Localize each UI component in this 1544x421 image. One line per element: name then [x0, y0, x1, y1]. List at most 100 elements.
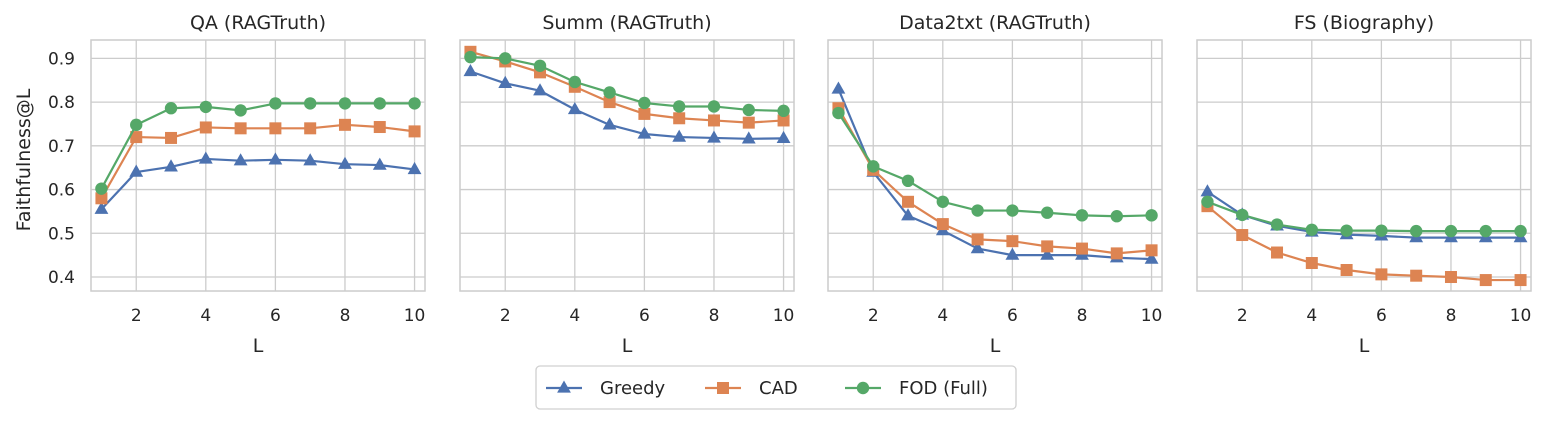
- data-point: [901, 208, 915, 221]
- data-point: [95, 192, 108, 205]
- data-point: [902, 195, 915, 208]
- series-fod-full: [95, 97, 421, 195]
- data-point: [936, 195, 950, 208]
- data-point: [1145, 209, 1158, 222]
- data-point: [1479, 224, 1492, 238]
- data-point: [1145, 244, 1158, 257]
- x-axis-label: L: [1359, 335, 1370, 357]
- series-line: [470, 70, 784, 140]
- data-point: [776, 130, 791, 144]
- x-tick-label: 4: [937, 306, 948, 326]
- series-fod-full: [832, 106, 1158, 223]
- data-point: [1375, 224, 1388, 237]
- data-point: [1075, 242, 1088, 255]
- data-point: [1514, 224, 1527, 238]
- legend-marker: [557, 380, 571, 393]
- data-point: [408, 97, 421, 110]
- data-point: [269, 122, 282, 135]
- panel-title: Summ (RAGTruth): [542, 12, 711, 34]
- data-point: [1410, 269, 1423, 282]
- panel-summ-ragtruth: Summ (RAGTruth) 2 4 6 8 10 L: [459, 12, 795, 357]
- series-line: [470, 55, 784, 112]
- data-point: [268, 152, 283, 165]
- data-point: [741, 131, 756, 144]
- panel-data2txt-ragtruth: Data2txt (RAGTruth) 2 4 6 8 10 L: [827, 12, 1163, 357]
- data-point: [1305, 257, 1318, 270]
- legend-label: Greedy: [600, 378, 666, 399]
- series-fod-full: [464, 50, 790, 118]
- y-tick-label: 0.7: [48, 137, 75, 157]
- data-point: [707, 100, 721, 113]
- series-cad: [832, 102, 1158, 260]
- panel-fs-biography: FS (Biography) 2 4 6 8 10 L: [1196, 12, 1532, 357]
- data-point: [1110, 247, 1123, 260]
- data-point: [338, 97, 352, 110]
- x-tick-label: 2: [131, 306, 142, 326]
- data-point: [672, 129, 687, 142]
- legend-entry-cad: CAD: [705, 378, 798, 399]
- x-axis-label: L: [990, 335, 1001, 357]
- data-point: [373, 121, 386, 134]
- data-point: [130, 131, 143, 144]
- data-point: [707, 130, 721, 143]
- data-point: [463, 63, 478, 77]
- x-tick-label: 2: [868, 306, 879, 326]
- data-point: [742, 103, 755, 117]
- data-point: [867, 160, 880, 173]
- data-point: [1444, 271, 1457, 284]
- panel-qa-ragtruth: QA (RAGTruth) 2 4 6 8 10 L 0.4 0.5 0.6 0.7 0.8 0.9: [48, 12, 426, 357]
- data-point: [464, 50, 477, 64]
- data-point: [707, 114, 720, 127]
- x-tick-label: 4: [569, 306, 580, 326]
- series-line: [470, 50, 784, 124]
- data-point: [777, 104, 790, 118]
- data-point: [1041, 240, 1054, 253]
- data-point: [199, 121, 212, 134]
- legend-box: [535, 365, 1017, 410]
- series-line: [837, 88, 1152, 261]
- x-tick-label: 8: [340, 306, 351, 326]
- data-point: [638, 107, 651, 120]
- x-tick-label: 10: [1141, 306, 1163, 326]
- data-point: [269, 97, 282, 110]
- y-tick-label: 0.4: [48, 268, 75, 288]
- data-point: [602, 117, 617, 130]
- data-point: [638, 96, 651, 110]
- data-point: [567, 102, 582, 115]
- panel-title: FS (Biography): [1294, 12, 1434, 34]
- data-point: [1201, 195, 1214, 208]
- x-tick-label: 10: [773, 306, 795, 326]
- data-point: [1236, 208, 1249, 222]
- data-point: [971, 204, 984, 217]
- data-point: [95, 182, 108, 195]
- data-point: [1479, 274, 1492, 287]
- legend-marker: [856, 381, 870, 395]
- data-point: [1305, 223, 1319, 236]
- data-point: [303, 153, 318, 166]
- series-line: [1207, 200, 1521, 233]
- data-point: [1040, 247, 1055, 260]
- data-point: [1200, 184, 1215, 197]
- legend-entry-greedy: Greedy: [546, 378, 666, 399]
- data-point: [164, 159, 178, 172]
- data-point: [936, 218, 949, 231]
- data-point: [199, 100, 213, 114]
- data-point: [129, 164, 144, 177]
- plot-frame: [90, 39, 426, 292]
- x-tick-label: 4: [1306, 306, 1317, 326]
- x-tick-label: 8: [1077, 306, 1088, 326]
- data-point: [970, 241, 985, 254]
- data-point: [1271, 246, 1284, 259]
- plot-frame: [827, 39, 1163, 292]
- data-point: [1340, 224, 1353, 237]
- x-tick-label: 6: [270, 306, 281, 326]
- series-greedy: [831, 81, 1159, 264]
- y-tick-label: 0.9: [48, 49, 75, 69]
- data-point: [94, 201, 109, 214]
- x-tick-label: 8: [709, 306, 720, 326]
- x-tick-label: 8: [1446, 306, 1457, 326]
- data-point: [1144, 251, 1159, 264]
- data-point: [234, 122, 247, 135]
- series-cad: [95, 118, 421, 205]
